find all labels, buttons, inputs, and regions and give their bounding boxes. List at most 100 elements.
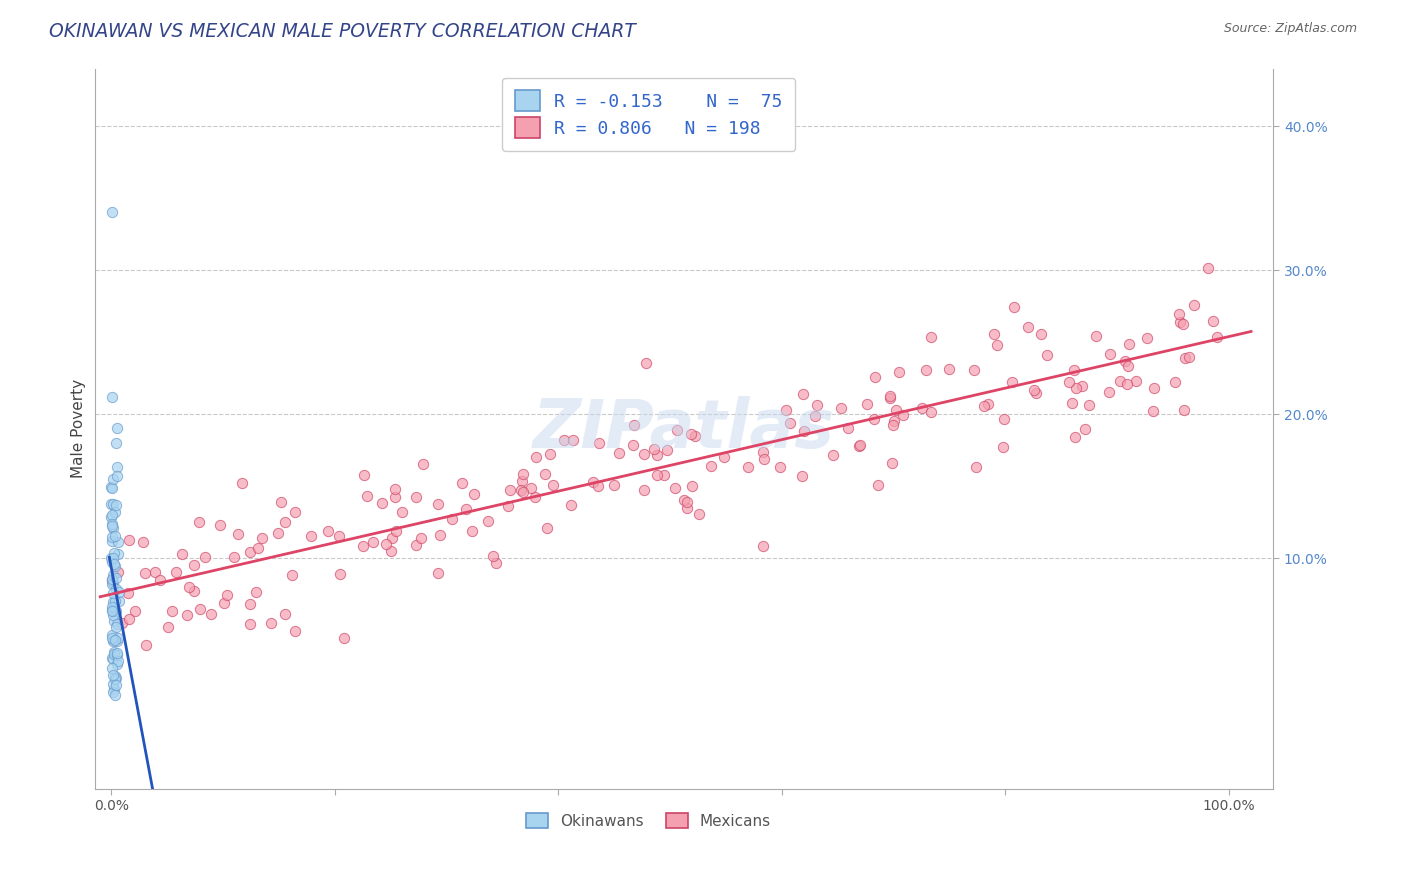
- Point: [105, 678, 128, 692]
- Point: [1064, 430, 1087, 444]
- Text: OKINAWAN VS MEXICAN MALE POVERTY CORRELATION CHART: OKINAWAN VS MEXICAN MALE POVERTY CORRELA…: [49, 22, 636, 41]
- Point: [104, 529, 127, 543]
- Point: [101, 472, 124, 486]
- Point: [879, 389, 901, 403]
- Point: [200, 607, 222, 621]
- Point: [101, 497, 124, 511]
- Point: [100, 603, 122, 617]
- Point: [105, 646, 128, 660]
- Point: [510, 474, 533, 488]
- Point: [426, 497, 449, 511]
- Point: [1001, 375, 1024, 389]
- Point: [103, 645, 125, 659]
- Point: [560, 499, 582, 513]
- Point: [655, 442, 678, 457]
- Point: [103, 546, 125, 560]
- Y-axis label: Male Poverty: Male Poverty: [72, 379, 86, 478]
- Point: [1024, 383, 1046, 397]
- Point: [1036, 348, 1059, 362]
- Point: [222, 549, 245, 564]
- Point: [983, 326, 1005, 341]
- Point: [353, 467, 375, 482]
- Point: [1071, 379, 1094, 393]
- Point: [752, 445, 775, 459]
- Point: [1143, 381, 1166, 395]
- Point: [1002, 300, 1025, 314]
- Point: [1116, 359, 1139, 373]
- Point: [915, 363, 938, 377]
- Point: [440, 512, 463, 526]
- Point: [793, 424, 815, 438]
- Point: [105, 620, 128, 634]
- Point: [883, 414, 905, 428]
- Point: [215, 588, 238, 602]
- Point: [426, 566, 449, 580]
- Point: [603, 478, 626, 492]
- Point: [194, 550, 217, 565]
- Point: [100, 550, 122, 565]
- Point: [124, 603, 146, 617]
- Point: [281, 568, 304, 582]
- Point: [1197, 260, 1219, 275]
- Point: [101, 550, 124, 565]
- Point: [977, 397, 1000, 411]
- Point: [451, 475, 474, 490]
- Point: [1109, 375, 1132, 389]
- Point: [108, 593, 131, 607]
- Point: [274, 515, 297, 529]
- Point: [1168, 307, 1191, 321]
- Point: [384, 490, 406, 504]
- Legend: Okinawans, Mexicans: Okinawans, Mexicans: [520, 806, 778, 835]
- Point: [101, 685, 124, 699]
- Point: [1142, 404, 1164, 418]
- Point: [105, 657, 128, 671]
- Point: [683, 428, 706, 442]
- Point: [329, 566, 352, 581]
- Point: [101, 586, 124, 600]
- Point: [165, 565, 187, 579]
- Point: [318, 524, 340, 538]
- Point: [1017, 320, 1039, 334]
- Point: [101, 604, 124, 618]
- Point: [991, 440, 1014, 454]
- Point: [101, 516, 124, 531]
- Point: [664, 481, 686, 495]
- Point: [270, 495, 292, 509]
- Point: [856, 397, 879, 411]
- Point: [374, 537, 396, 551]
- Point: [101, 634, 124, 648]
- Point: [183, 584, 205, 599]
- Point: [1206, 329, 1229, 343]
- Point: [107, 534, 129, 549]
- Point: [104, 669, 127, 683]
- Point: [633, 483, 655, 497]
- Point: [1118, 337, 1140, 351]
- Point: [429, 528, 451, 542]
- Point: [1057, 375, 1080, 389]
- Point: [103, 607, 125, 622]
- Point: [633, 447, 655, 461]
- Point: [118, 533, 141, 547]
- Point: [737, 459, 759, 474]
- Point: [1136, 331, 1159, 345]
- Point: [101, 518, 124, 533]
- Point: [156, 620, 179, 634]
- Point: [105, 604, 128, 618]
- Point: [103, 567, 125, 582]
- Point: [105, 436, 128, 450]
- Point: [100, 661, 122, 675]
- Point: [105, 460, 128, 475]
- Point: [779, 416, 801, 430]
- Point: [245, 585, 267, 599]
- Point: [938, 361, 960, 376]
- Point: [103, 557, 125, 571]
- Point: [1060, 396, 1083, 410]
- Point: [105, 648, 128, 662]
- Point: [284, 505, 307, 519]
- Point: [103, 576, 125, 591]
- Point: [1063, 363, 1085, 377]
- Point: [101, 668, 124, 682]
- Point: [804, 409, 827, 423]
- Point: [384, 483, 406, 497]
- Point: [104, 672, 127, 686]
